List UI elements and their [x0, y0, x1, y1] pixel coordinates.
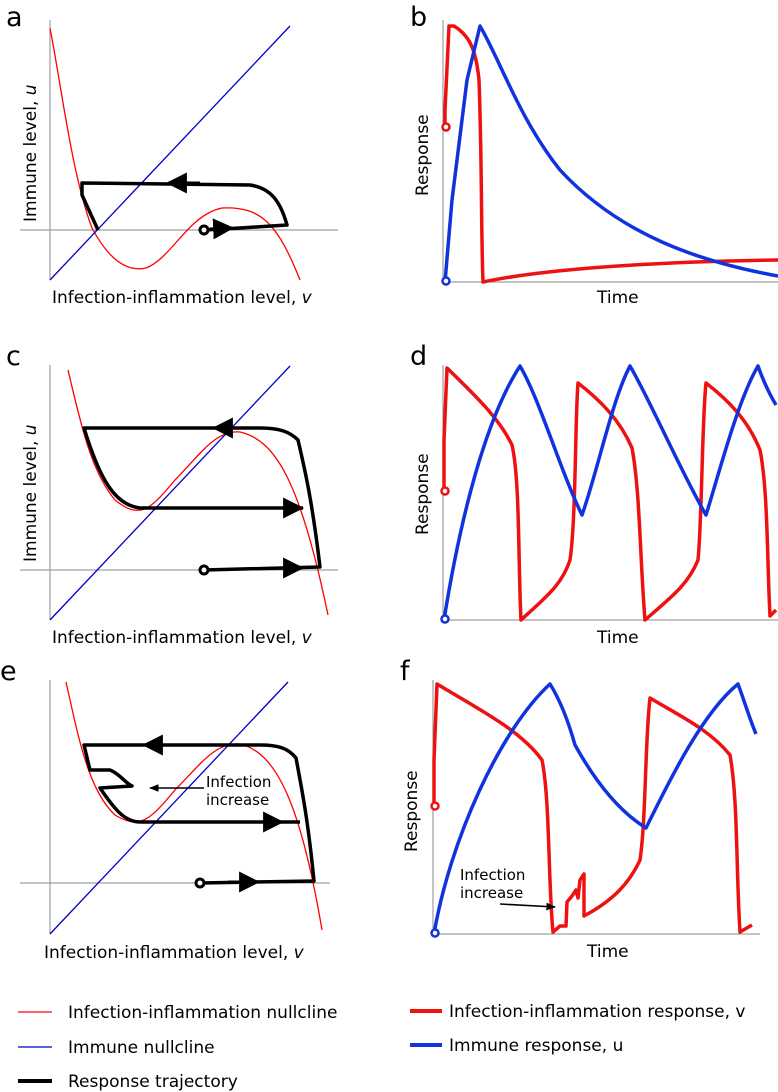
panel-e-annotation-line2: increase [206, 791, 269, 809]
panel-f-u-response [432, 682, 758, 935]
panel-e-xlabel: Infection-inflammation level, v [44, 943, 305, 963]
panel-c-trajectory [82, 426, 322, 572]
panel-b-ylabel: Response [413, 114, 433, 196]
panel-f-annotation-line1: Infection [460, 866, 525, 884]
panel-f-annotation-line2: increase [460, 884, 523, 902]
panel-a-label: a [6, 2, 23, 33]
panel-f-label: f [400, 656, 411, 687]
panel-b-u-response [443, 24, 778, 283]
panel-c-u-nullcline [49, 365, 291, 621]
panel-d: d Time Response [410, 341, 778, 648]
panel-b: b Time Response [410, 2, 778, 308]
panel-e-u-nullcline [49, 681, 289, 935]
panel-c-label: c [6, 341, 21, 372]
legend-u-response-label: Immune response, u [449, 1036, 623, 1056]
panel-d-u-response [442, 364, 778, 621]
panel-f-ylabel: Response [402, 770, 422, 852]
panel-e-trajectory [82, 743, 316, 885]
legend-v-response-label: Infection-inflammation response, v [449, 1002, 746, 1022]
panel-c-ylabel: Immune level, u [21, 424, 41, 562]
panel-b-u-start [441, 276, 451, 286]
panel-a-arrow-right [209, 218, 235, 240]
legend-u-nullcline-label: Immune nullcline [68, 1038, 215, 1058]
panel-c-v-nullcline [67, 369, 329, 616]
panel-b-v-start [441, 122, 451, 132]
panel-e-annotation-line1: Infection [206, 773, 271, 791]
legend-v-nullcline-label: Infection-inflammation nullcline [68, 1003, 337, 1023]
panel-a-v-nullcline [49, 27, 301, 281]
panel-f: f Infection increase Time Response [400, 656, 760, 962]
panel-d-v-start [440, 486, 450, 496]
panel-a-start-marker [198, 224, 210, 236]
panel-f-v-response [432, 682, 753, 934]
panel-c-xlabel: Infection-inflammation level, v [52, 628, 313, 648]
panel-e-start-marker [194, 877, 206, 889]
panel-b-v-response [443, 24, 778, 284]
panel-b-label: b [410, 2, 427, 33]
panel-f-u-start [430, 928, 440, 938]
panel-a-xlabel: Infection-inflammation level, v [52, 288, 313, 308]
panel-d-u-start [440, 614, 450, 624]
panel-a-ylabel: Immune level, u [21, 84, 41, 222]
panel-d-xlabel: Time [596, 628, 639, 648]
panel-c-start-marker [198, 564, 210, 576]
panel-b-xlabel: Time [596, 288, 639, 308]
panel-e: e Infection increase Infection-inflammat… [0, 656, 330, 963]
panel-f-annotation-arrow [499, 902, 556, 911]
panel-d-v-response [442, 366, 778, 622]
panel-d-ylabel: Response [413, 453, 433, 535]
panel-d-label: d [410, 341, 427, 372]
panel-f-v-start [430, 801, 440, 811]
legend-trajectory-label: Response trajectory [68, 1072, 238, 1092]
panel-e-v-nullcline [65, 681, 323, 931]
panel-f-xlabel: Time [586, 942, 629, 962]
panel-a-u-nullcline [49, 25, 291, 281]
panel-e-label: e [0, 656, 17, 687]
panel-a: a Infection-inflammation level, v Immune… [6, 2, 338, 308]
panel-c: c Infection-inflammation level, v Immune… [6, 341, 338, 648]
panel-a-trajectory [80, 181, 289, 232]
legend: Infection-inflammation nullcline Immune … [18, 1002, 746, 1092]
